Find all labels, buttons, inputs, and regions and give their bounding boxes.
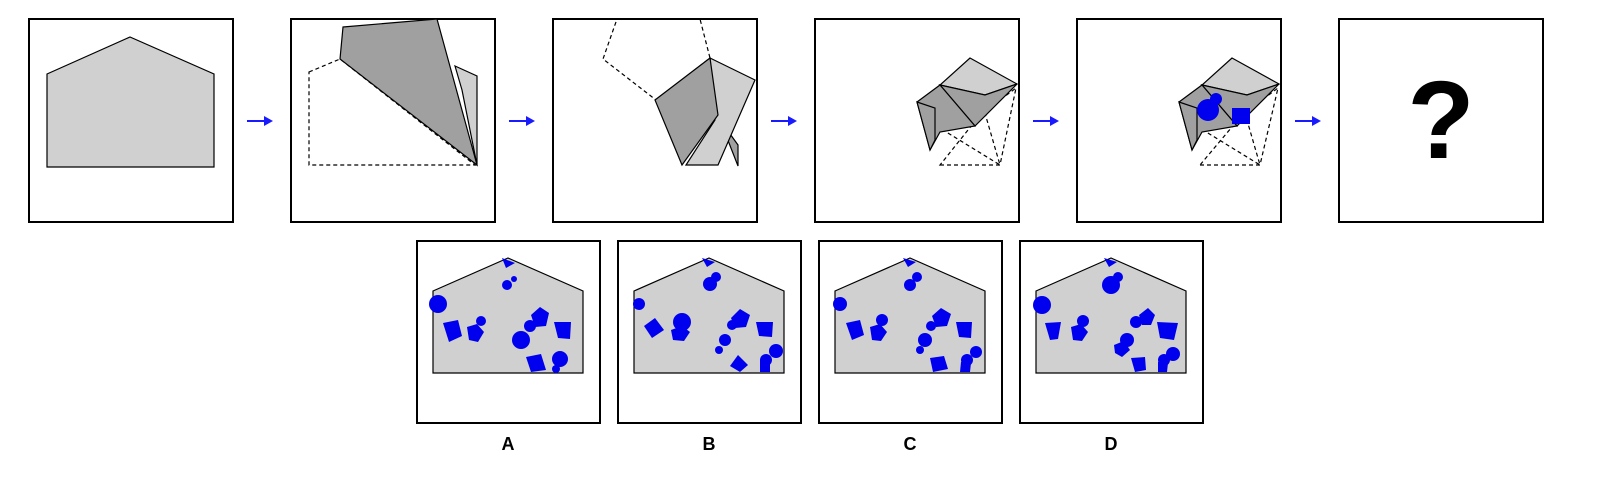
hole	[526, 354, 546, 372]
unfolded-paper	[1035, 257, 1187, 374]
arrow-4	[1033, 116, 1059, 126]
hole	[970, 346, 982, 358]
hole	[702, 258, 715, 267]
answer-box: ?	[1338, 18, 1544, 223]
step-5-hole-punched	[1076, 18, 1282, 223]
folded-flap	[339, 18, 479, 167]
option-label: C	[904, 434, 917, 454]
step-4-third-fold	[814, 18, 1020, 223]
step-frame	[814, 18, 1020, 223]
hole	[1104, 258, 1117, 267]
option-a[interactable]: A	[416, 240, 601, 454]
unfolded-paper	[633, 257, 785, 374]
hole	[760, 360, 770, 372]
hole	[512, 331, 530, 349]
arrow-1	[247, 116, 273, 126]
hole	[1113, 272, 1123, 282]
arrow-5	[1295, 116, 1321, 126]
question-mark: ?	[1407, 59, 1474, 182]
hole	[916, 346, 924, 354]
hole	[912, 272, 922, 282]
folded-away-outline	[1198, 86, 1279, 166]
hole	[552, 351, 568, 367]
hole	[502, 280, 512, 290]
hole	[960, 362, 971, 372]
hole	[1077, 315, 1089, 327]
hole	[673, 313, 691, 331]
unfolded-paper	[834, 257, 986, 374]
hole	[476, 316, 486, 326]
hole	[930, 356, 948, 372]
hole	[552, 365, 560, 373]
hole	[1166, 347, 1180, 361]
step-frame	[1338, 18, 1544, 223]
hole	[443, 320, 462, 342]
folded-away-outline	[308, 58, 477, 166]
step-1-unfolded	[28, 18, 234, 223]
hole	[1158, 362, 1168, 372]
option-label: D	[1105, 434, 1118, 454]
hole	[1131, 357, 1146, 372]
option-b[interactable]: B	[617, 240, 802, 454]
hole	[524, 320, 536, 332]
step-2-first-fold	[290, 18, 496, 223]
hole	[511, 276, 517, 282]
hole	[671, 326, 690, 341]
hole-pattern	[633, 258, 783, 372]
hole-pattern	[1033, 258, 1180, 372]
hole	[904, 279, 916, 291]
arrow-2	[509, 116, 535, 126]
folded-flap	[654, 56, 719, 167]
option-label: A	[502, 434, 515, 454]
hole	[1045, 322, 1061, 340]
hole	[876, 314, 888, 326]
hole	[467, 324, 484, 342]
hole	[1139, 308, 1155, 325]
hole	[719, 334, 731, 346]
hole	[715, 346, 723, 354]
hole	[846, 320, 864, 340]
folded-flap-edge	[1178, 101, 1198, 152]
hole	[918, 333, 932, 347]
step-3-second-fold	[552, 18, 758, 223]
option-label: B	[703, 434, 716, 454]
hole	[730, 355, 748, 372]
unfolded-paper	[432, 257, 584, 374]
punched-hole-square	[1232, 108, 1250, 124]
paper-sheet	[46, 36, 215, 168]
hole	[833, 297, 847, 311]
hole	[903, 258, 916, 267]
hole	[932, 308, 951, 327]
hole	[756, 322, 773, 337]
hole	[1130, 316, 1142, 328]
hole	[870, 324, 887, 341]
option-d[interactable]: D	[1019, 240, 1204, 454]
hole	[1033, 296, 1051, 314]
hole	[1157, 322, 1178, 340]
folded-away-outline	[938, 86, 1017, 166]
step-frame	[1076, 18, 1282, 223]
hole	[769, 344, 783, 358]
hole	[727, 320, 737, 330]
option-c[interactable]: C	[818, 240, 1003, 454]
hole-pattern	[833, 258, 982, 372]
hole	[926, 321, 936, 331]
folded-flap-edge	[916, 101, 936, 152]
hole-pattern	[429, 258, 571, 373]
hole	[644, 318, 664, 338]
hole	[1071, 324, 1088, 341]
hole	[1114, 341, 1130, 357]
arrow-3	[771, 116, 797, 126]
hole	[711, 272, 721, 282]
hole	[531, 307, 549, 327]
hole	[429, 295, 447, 313]
hole	[554, 322, 571, 339]
punched-hole-circle	[1197, 99, 1219, 121]
hole	[633, 298, 645, 310]
hole	[956, 322, 972, 338]
punched-hole-circle	[1210, 93, 1222, 105]
hole	[502, 258, 515, 268]
